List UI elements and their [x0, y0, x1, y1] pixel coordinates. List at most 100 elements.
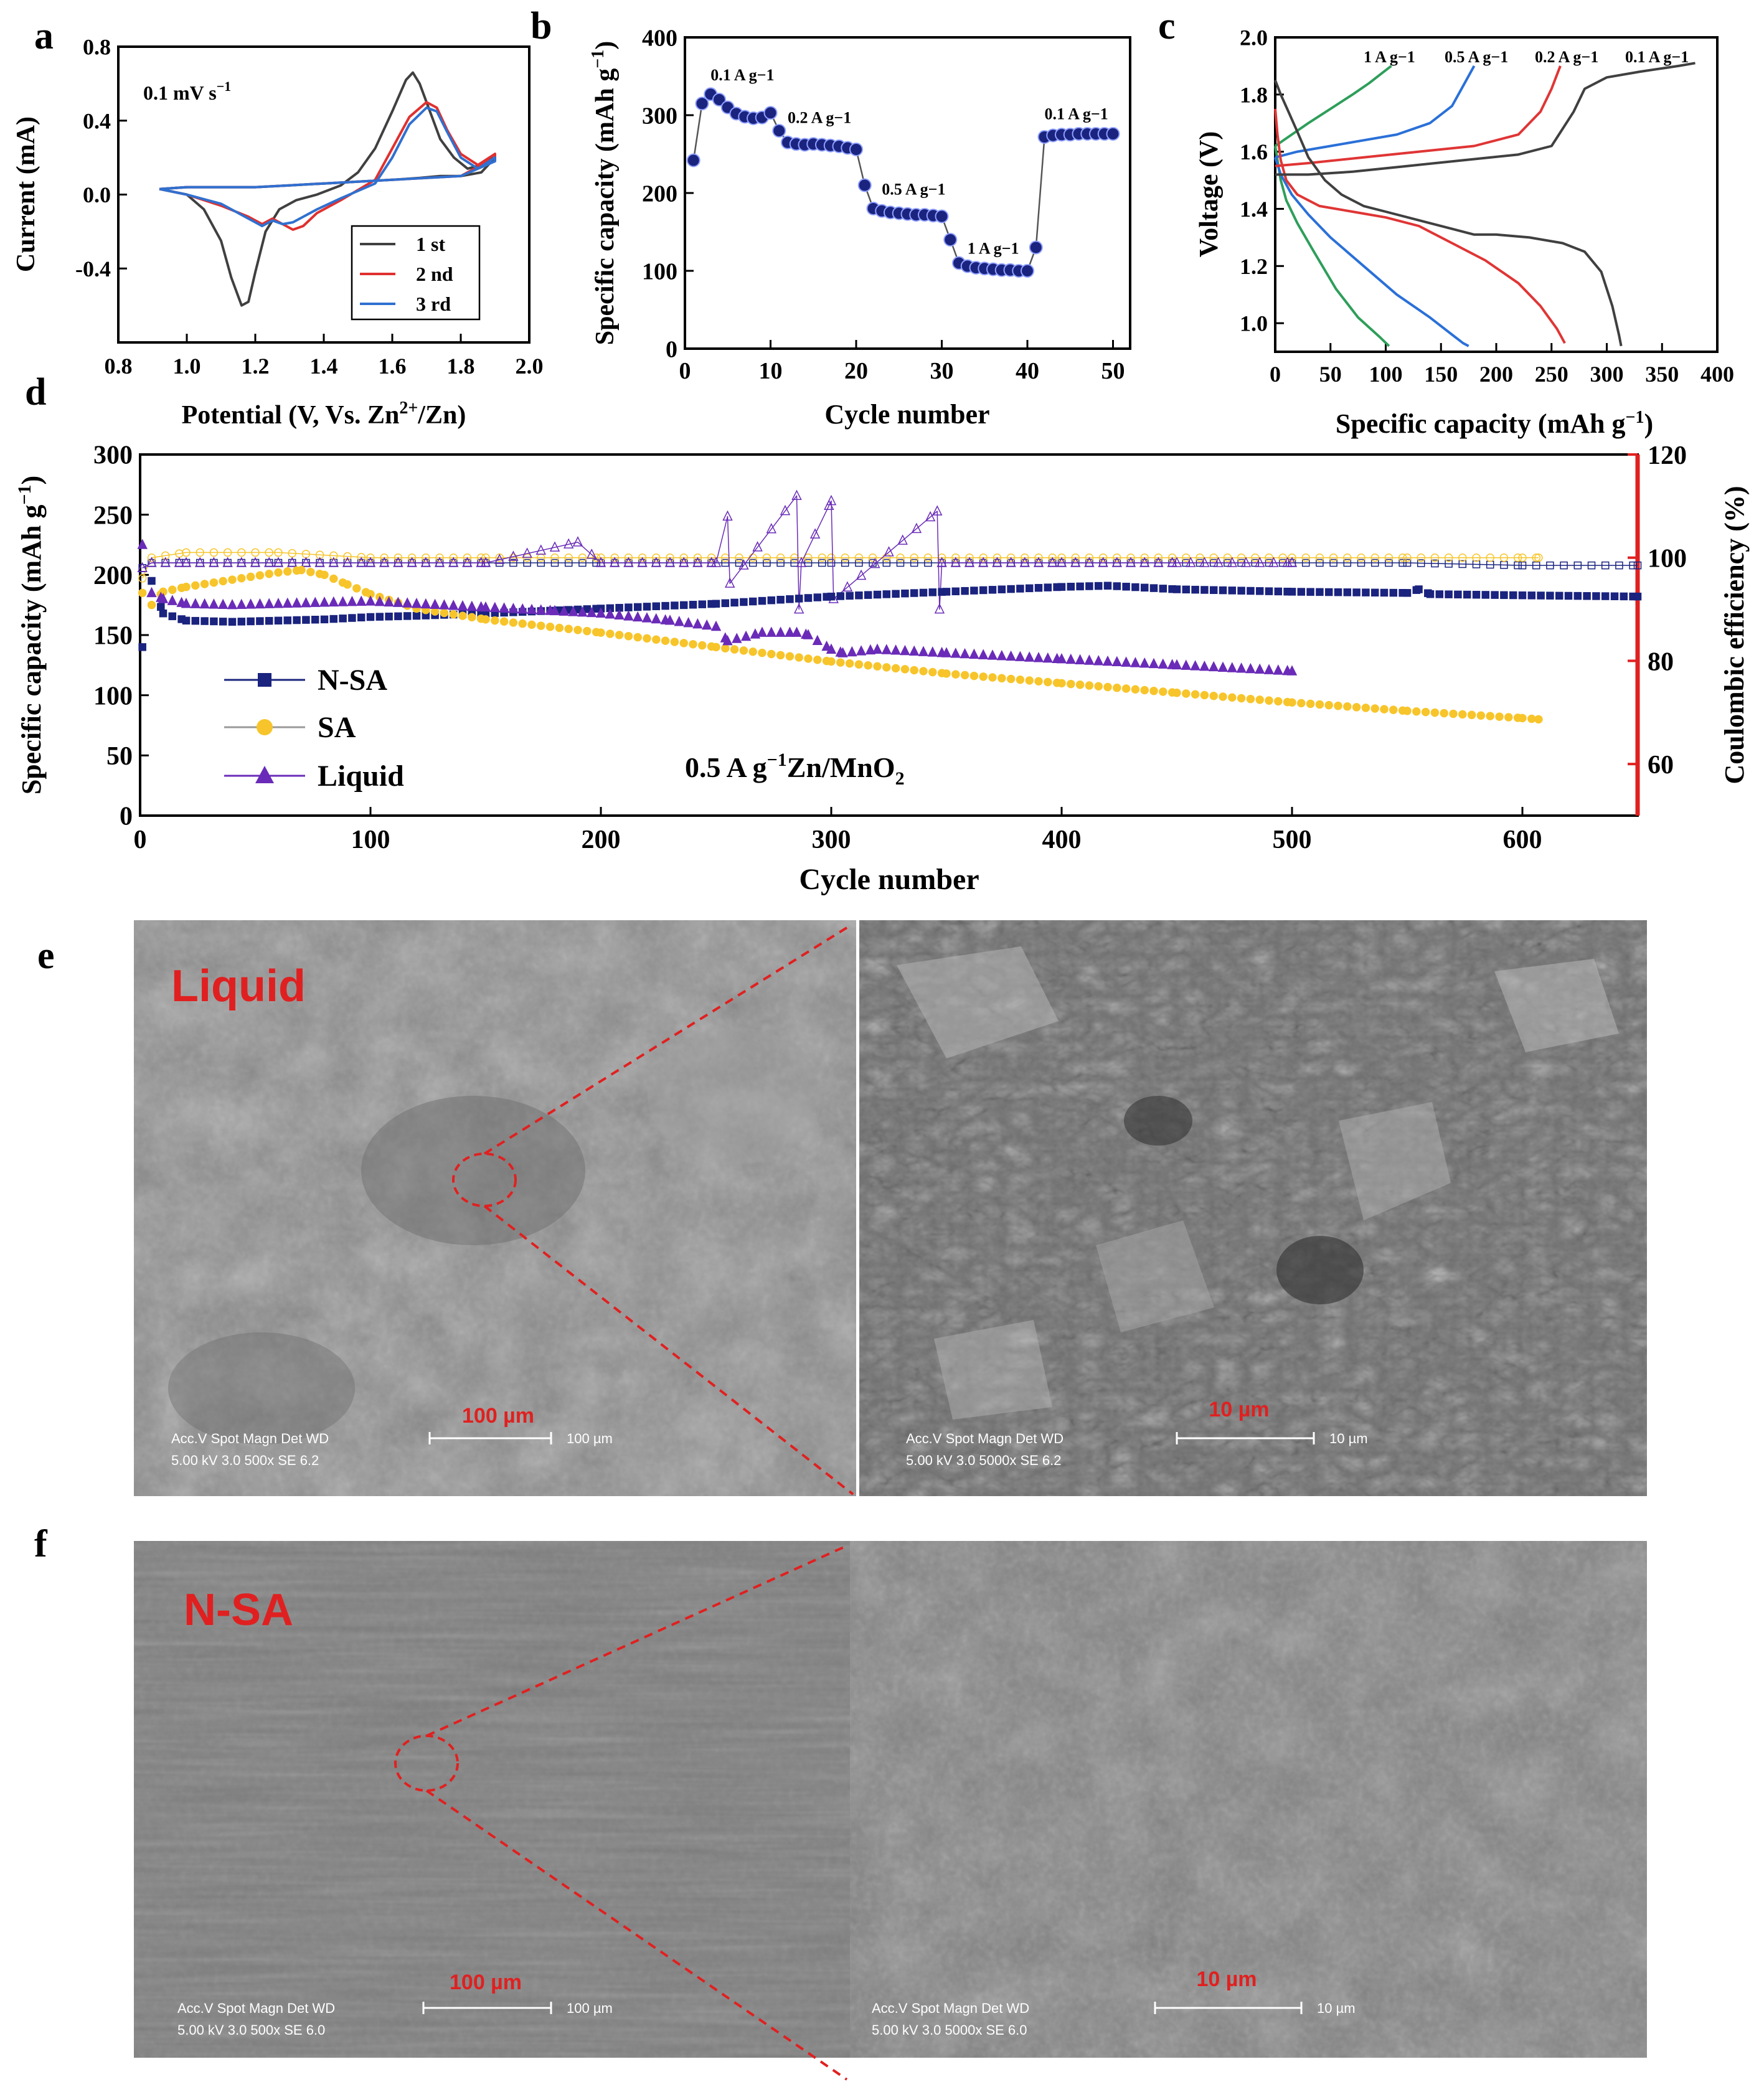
rate-point: [763, 106, 778, 120]
sem-f-left-info-val: 5.00 kV 3.0 500x SE 6.0: [177, 2022, 325, 2038]
sa-point: [583, 626, 592, 636]
liquid-point: [1033, 557, 1044, 567]
n-sa-point: [1172, 585, 1181, 593]
sa-point: [1329, 553, 1338, 562]
n-sa-point: [1103, 582, 1112, 590]
sa-point: [776, 553, 785, 562]
n-sa-point: [679, 601, 688, 610]
liquid-point: [1190, 660, 1200, 671]
n-sa-point: [550, 558, 559, 567]
liquid-point: [1125, 557, 1136, 567]
sa-point: [1370, 704, 1379, 713]
n-sa-point: [1454, 590, 1462, 599]
sa-point: [827, 553, 836, 562]
n-sa-point: [564, 558, 573, 567]
n-sa-point: [182, 616, 191, 625]
sa-point: [407, 553, 417, 562]
sem-e-right-databar: Acc.V Spot Magn Det WD 5.00 kV 3.0 5000x…: [906, 1431, 1368, 1468]
sa-point: [652, 635, 661, 644]
liquid-point: [356, 557, 367, 567]
sa-point: [928, 667, 937, 677]
panel-a-xlabel: Potential (V, Vs. Zn2+/Zn): [182, 398, 466, 430]
sa-point: [854, 553, 864, 562]
liquid-point: [722, 634, 733, 646]
panel-label-b: b: [531, 5, 552, 47]
liquid-point: [1254, 557, 1265, 567]
liquid-point: [1139, 557, 1150, 567]
sem-e-label: Liquid: [171, 961, 306, 1011]
sa-point: [1495, 712, 1504, 721]
sa-point: [1219, 692, 1227, 701]
n-sa-point: [1122, 583, 1130, 591]
liquid-point: [941, 647, 952, 657]
sa-point: [712, 643, 720, 652]
rate-point: [1106, 127, 1120, 141]
sa-point: [237, 573, 246, 583]
sem-f-label: N-SA: [184, 1585, 293, 1635]
x-tick-label: 300: [1590, 362, 1624, 387]
liquid-point: [837, 647, 848, 657]
cv-curve-3: [159, 106, 496, 227]
n-sa-point: [882, 590, 891, 598]
sem-f-right-databar: Acc.V Spot Magn Det WD 5.00 kV 3.0 5000x…: [872, 2000, 1356, 2038]
sa-point: [297, 565, 306, 575]
liquid-point: [740, 630, 752, 641]
legend-nsa: N-SA: [318, 664, 387, 697]
n-sa-point: [1458, 560, 1467, 568]
liquid-point: [1015, 651, 1026, 661]
sa-point: [1343, 702, 1352, 711]
sa-point: [274, 568, 283, 577]
y-tick-label: 0: [666, 336, 677, 362]
sa-point: [1140, 685, 1149, 695]
sem-f-left-info-head: Acc.V Spot Magn Det WD: [177, 2000, 335, 2016]
sa-point: [537, 621, 545, 630]
sa-point: [804, 553, 813, 562]
sa-point: [979, 672, 988, 681]
liquid-point: [710, 557, 722, 567]
n-sa-point: [763, 558, 771, 567]
sa-point: [1237, 553, 1246, 562]
liquid-point: [738, 559, 749, 570]
liquid-point: [978, 649, 989, 659]
sa-point: [1357, 553, 1365, 562]
liquid-point: [549, 605, 560, 616]
liquid-point: [319, 596, 330, 607]
liquid-point: [1084, 654, 1095, 665]
n-sa-point: [1620, 592, 1628, 601]
panel-c-gcd-chart: 0 50 100 150 200 250 300 350 400 1.0 1.2 1.4 1.6 1.8 2…: [1195, 26, 1734, 439]
liquid-point: [563, 538, 574, 549]
n-sa-point: [537, 558, 545, 567]
sa-point: [352, 584, 361, 593]
sa-point: [721, 644, 730, 652]
n-sa-point: [1592, 592, 1600, 600]
sem-f-right-scale-text: 10 µm: [1317, 2000, 1356, 2016]
n-sa-point: [219, 618, 227, 626]
sa-point: [182, 582, 191, 591]
liquid-point: [217, 598, 229, 610]
liquid-point: [365, 557, 376, 567]
sa-point: [138, 588, 147, 598]
n-sa-point: [1025, 584, 1034, 593]
sa-point: [813, 655, 822, 664]
liquid-point: [809, 528, 821, 539]
sa-point: [161, 551, 170, 560]
liquid-point: [932, 505, 943, 516]
zoom-line-f-bottom: [425, 1789, 848, 2081]
liquid-point: [766, 523, 777, 534]
sa-point: [1167, 553, 1177, 562]
sa-point: [1467, 710, 1476, 720]
liquid-point: [1236, 662, 1247, 673]
sa-point: [1265, 553, 1273, 562]
legend-liquid: Liquid: [318, 760, 404, 793]
sa-point: [1370, 553, 1379, 562]
n-sa-point: [970, 586, 978, 595]
panel-label-c: c: [1158, 5, 1176, 47]
liquid-point: [683, 616, 694, 628]
sa-point: [1182, 689, 1191, 698]
panel-e-sem-liquid: Liquid 100 µm Acc.V Spot Magn Det WD 5.0…: [134, 920, 1647, 1496]
y-tick-label: -0.4: [75, 257, 111, 281]
sa-point: [555, 623, 564, 633]
sa-point: [776, 651, 785, 660]
liquid-point: [918, 646, 929, 656]
sem-e-right-info-val: 5.00 kV 3.0 5000x SE 6.2: [906, 1453, 1062, 1468]
